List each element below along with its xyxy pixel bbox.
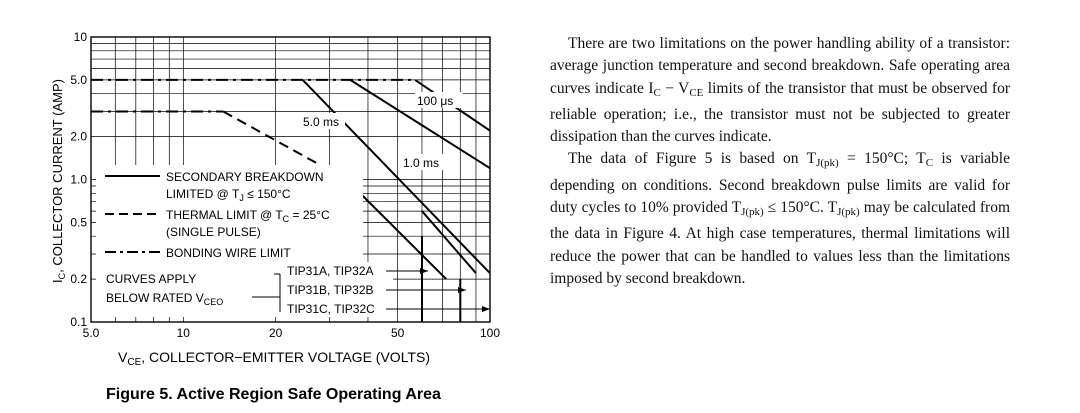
x-tick-label: 20 [269,326,283,340]
y-tick-label: 0.1 [70,315,87,329]
x-tick-label: 5.0 [83,326,100,340]
x-tick-label: 50 [391,326,405,340]
series-line [421,210,477,274]
curve-label-100us: 100 μs [417,94,453,108]
y-tick-label: 1.0 [70,173,87,187]
label-5ms-bg [301,113,345,129]
legend-secondary-line1: SECONDARY BREAKDOWN [166,170,324,184]
x-tick-label: 10 [177,326,191,340]
curves-apply-label: CURVES APPLY [106,272,196,286]
legend-thermal-line2: (SINGLE PULSE) [166,225,261,239]
part-label-c: TIP31C, TIP32C [287,302,375,316]
part-label-a: TIP31A, TIP32A [287,264,374,278]
legend-thermal-line1: THERMAL LIMIT @ TC = 25°C [166,208,330,224]
paragraph-2: The data of Figure 5 is based on TJ(pk) … [550,150,1011,287]
body-text: There are two limitations on the power h… [550,33,1010,290]
paragraph-1: There are two limitations on the power h… [550,35,1010,146]
y-axis-title: IC, COLLECTOR CURRENT (AMP) [50,79,67,283]
label-1ms-bg [401,154,443,170]
legend-secondary-line2: LIMITED @ TJ ≤ 150°C [166,187,291,203]
series-line [301,79,491,274]
tick-labels: 5.0 10 20 50 100 0.1 0.2 0.5 1.0 2.0 5.0 10 [70,30,500,340]
plot-frame [90,36,491,323]
y-tick-label: 0.2 [70,272,87,286]
below-rated-vceo-label: BELOW RATED VCEO [106,291,223,307]
y-tick-label: 2.0 [70,130,87,144]
series-line [349,79,491,170]
curve-label-1ms: 1.0 ms [403,156,439,170]
y-tick-label: 10 [74,30,88,44]
soa-chart: 5.0 10 20 50 100 0.1 0.2 0.5 1.0 2.0 5.0 10 SECONDA… [50,30,500,403]
x-tick-label: 100 [480,326,500,340]
x-axis-title: VCE, COLLECTOR−EMITTER VOLTAGE (VOLTS) [118,349,430,368]
label-100us-bg [415,92,463,108]
figure-caption: Figure 5. Active Region Safe Operating A… [106,386,441,403]
annotation-box [96,262,393,317]
legend-bonding-line: BONDING WIRE LIMIT [166,246,291,260]
curve-label-5ms: 5.0 ms [303,115,339,129]
y-tick-label: 0.5 [70,215,87,229]
part-label-b: TIP31B, TIP32B [287,283,374,297]
y-tick-label: 5.0 [70,73,87,87]
